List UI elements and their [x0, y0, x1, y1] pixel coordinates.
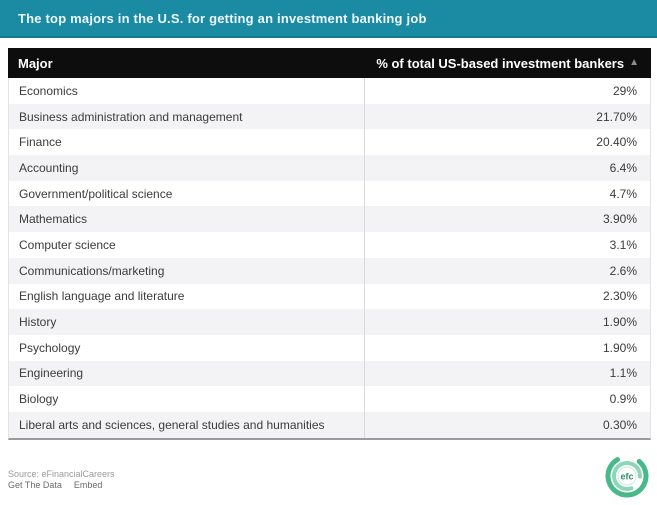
table-row: Computer science 3.1% [9, 232, 650, 258]
table-row: Biology 0.9% [9, 386, 650, 412]
chart-title-bar: The top majors in the U.S. for getting a… [0, 0, 657, 38]
percentage-cell: 20.40% [596, 135, 637, 150]
column-header-major[interactable]: Major [18, 55, 53, 71]
embed-link[interactable]: Embed [73, 480, 103, 490]
major-cell: Accounting [9, 155, 365, 181]
major-cell: Mathematics [9, 206, 365, 233]
percentage-cell: 29% [612, 83, 637, 98]
major-cell: Business administration and management [9, 103, 365, 130]
get-the-data-link[interactable]: Get The Data [8, 480, 62, 490]
table-row: Finance 20.40% [9, 129, 650, 156]
percentage-cell: 1.1% [609, 366, 637, 381]
percentage-cell: 0.30% [602, 417, 637, 432]
table-row: History 1.90% [9, 309, 650, 335]
table-row: Business administration and management 21… [9, 103, 650, 130]
footer: Source: eFinancialCareers Get The Data E… [8, 469, 115, 491]
major-cell: English language and literature [9, 283, 365, 310]
table-row: Communications/marketing 2.6% [9, 257, 650, 284]
major-cell: Finance [9, 129, 365, 156]
major-cell: Government/political science [9, 180, 365, 207]
table-row: Economics 29% [9, 78, 650, 104]
major-cell: History [9, 309, 365, 335]
table-row: Government/political science 4.7% [9, 180, 650, 207]
major-cell: Biology [9, 386, 365, 412]
percentage-cell: 0.9% [609, 392, 637, 407]
major-cell: Computer science [9, 232, 365, 258]
percentage-cell: 1.90% [602, 315, 637, 330]
percentage-cell: 3.1% [609, 237, 637, 252]
footer-links: Get The Data Embed [8, 480, 115, 491]
sort-ascending-icon[interactable]: ▲ [629, 57, 639, 68]
major-cell: Engineering [9, 360, 365, 387]
percentage-cell: 3.90% [602, 212, 637, 227]
table-body: Economics 29% Business administration and … [8, 78, 651, 440]
page-title: The top majors in the U.S. for getting a… [18, 10, 427, 26]
majors-table: Major % of total US-based investment ban… [8, 48, 651, 440]
source-attribution: Source: eFinancialCareers [8, 469, 115, 479]
table-row: Liberal arts and sciences, general studi… [9, 411, 650, 438]
table-row: Psychology 1.90% [9, 334, 650, 361]
percentage-cell: 1.90% [602, 340, 637, 355]
efinancialcareers-logo-icon[interactable]: efc [603, 452, 651, 500]
major-cell: Communications/marketing [9, 257, 365, 284]
percentage-cell: 6.4% [609, 160, 637, 175]
major-cell: Economics [9, 78, 365, 104]
major-cell: Liberal arts and sciences, general studi… [9, 411, 365, 438]
table-row: Accounting 6.4% [9, 155, 650, 181]
percentage-cell: 2.6% [609, 263, 637, 278]
column-header-percentage-label: % of total US-based investment bankers [376, 55, 625, 71]
column-header-percentage[interactable]: % of total US-based investment bankers ▲ [365, 56, 651, 71]
major-cell: Psychology [9, 334, 365, 361]
percentage-cell: 4.7% [609, 186, 637, 201]
table-row: Mathematics 3.90% [9, 206, 650, 233]
table-row: Engineering 1.1% [9, 360, 650, 387]
percentage-cell: 21.70% [596, 109, 637, 124]
logo-text: efc [620, 472, 633, 482]
table-row: English language and literature 2.30% [9, 283, 650, 310]
percentage-cell: 2.30% [602, 289, 637, 304]
table-header-row: Major % of total US-based investment ban… [8, 48, 651, 78]
